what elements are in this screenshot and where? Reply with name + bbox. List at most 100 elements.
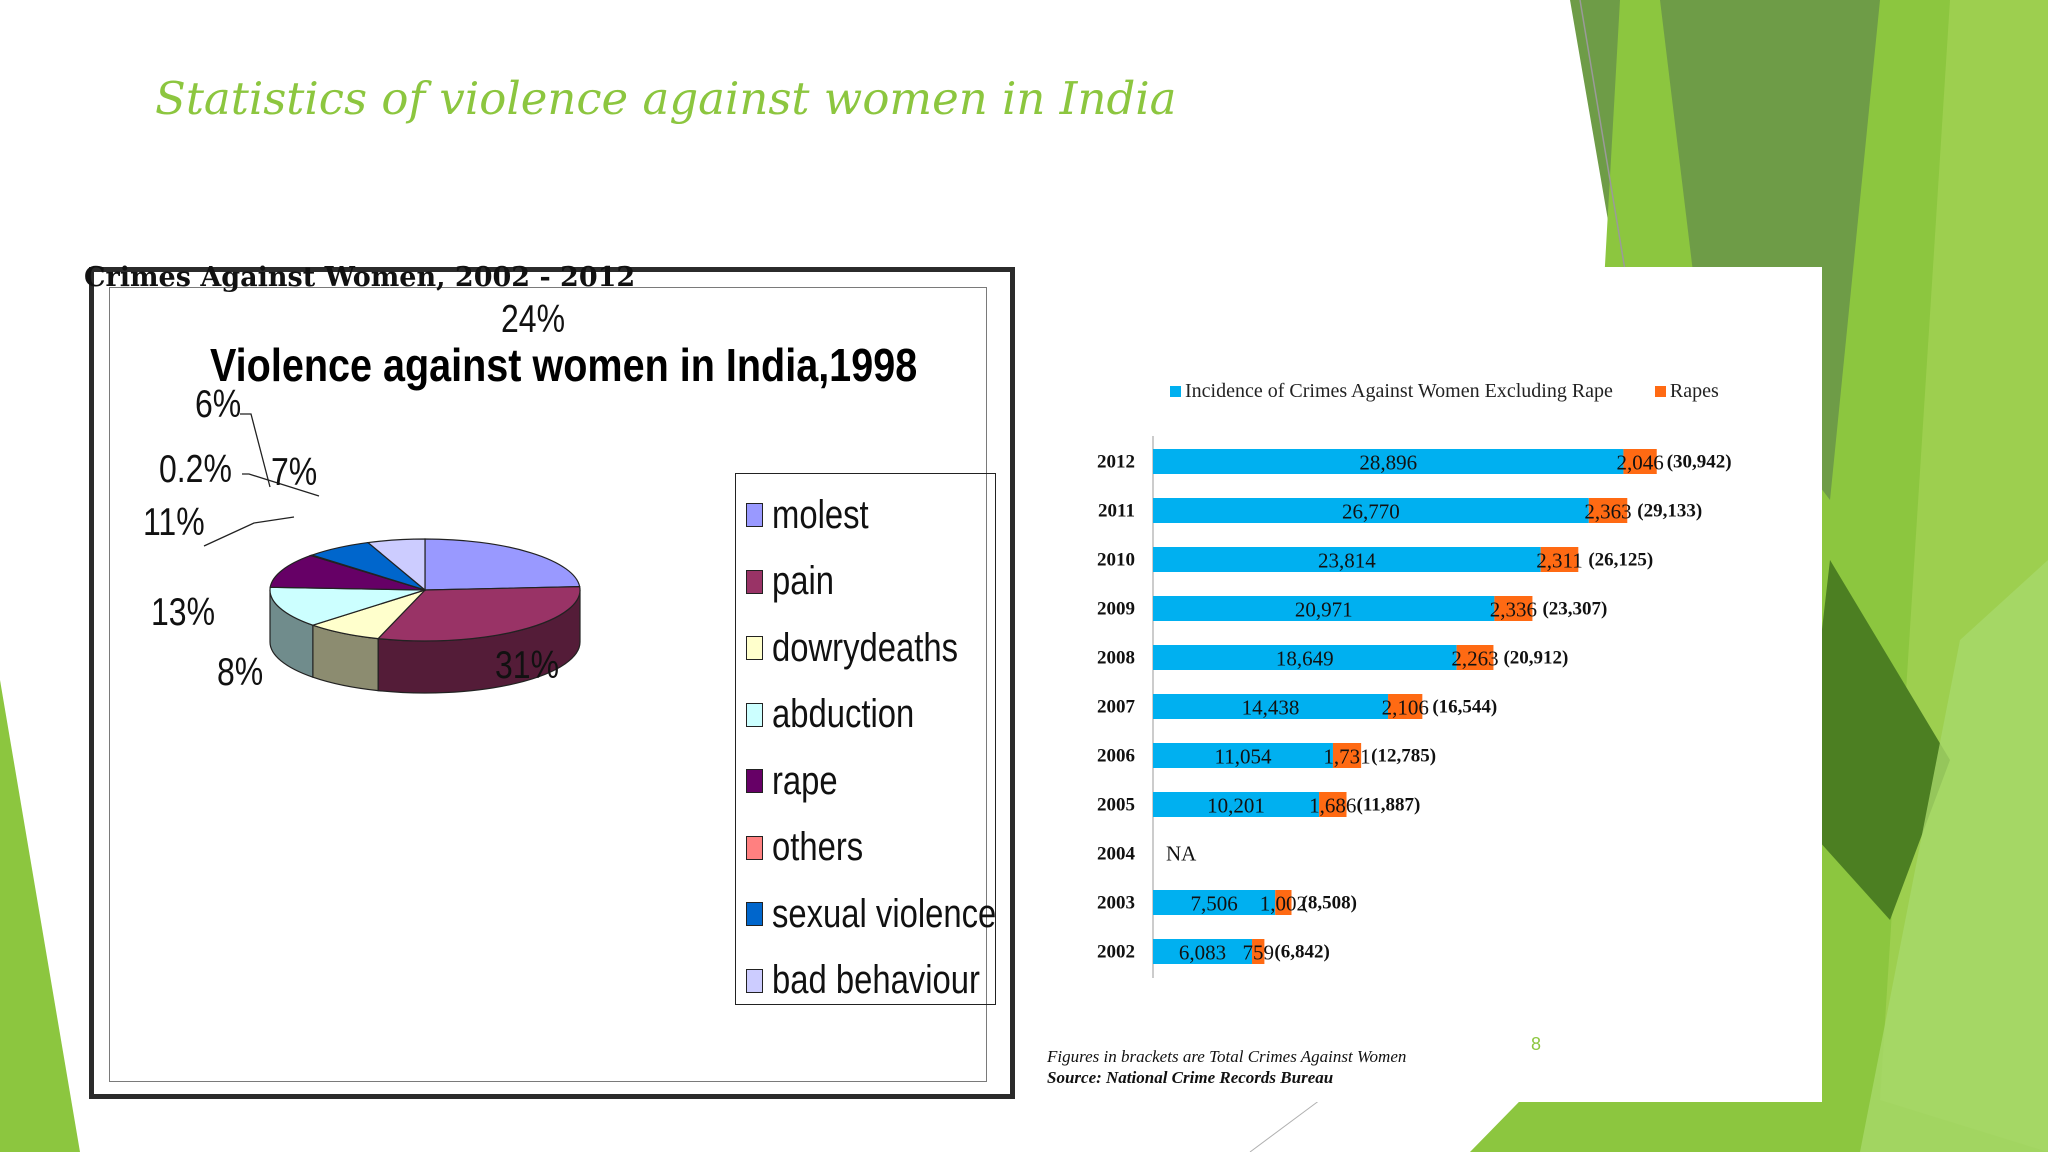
bar-missing-label: NA [1166, 842, 1197, 866]
bar-total-label: (6,842) [1274, 942, 1329, 963]
legend-swatch-rapes [1654, 386, 1666, 397]
bar-category-label: 2002 [1097, 942, 1135, 963]
bar-incidence-value: 7,506 [1190, 892, 1237, 916]
bar-incidence [1153, 547, 1541, 572]
bar-incidence [1153, 694, 1389, 719]
bar-incidence-value: 14,438 [1242, 696, 1300, 720]
pie-legend-swatch [746, 902, 763, 927]
pie-legend-item: molest [736, 482, 995, 549]
bar-rapes-value: 1,686 [1309, 794, 1356, 818]
pie-slice-abduction [269, 586, 426, 626]
bar-category-label: 2010 [1097, 550, 1135, 571]
bar-category-label: 2004 [1097, 844, 1136, 865]
pie-percent-abduction: 13% [151, 591, 216, 634]
pie-legend-item: abduction [736, 682, 995, 749]
bar-rapes [1540, 547, 1579, 572]
legend-label-rapes: Rapes [1669, 380, 1719, 402]
legend-item-incidence: Incidence of Crimes Against Women Exclud… [1170, 380, 1613, 403]
pie-legend-label: pain [772, 559, 835, 604]
bar-total-label: (30,942) [1667, 452, 1732, 473]
bar-category-label: 2012 [1097, 452, 1135, 473]
bar-rapes [1275, 890, 1292, 915]
pie-legend-label: rape [772, 758, 838, 803]
pie-slice-molest [424, 538, 581, 591]
bar-rapes [1623, 449, 1657, 474]
bar-total-label: (8,508) [1302, 893, 1357, 914]
pie-legend-label: sexual violence [772, 891, 997, 936]
bar-rapes-value: 2,263 [1451, 647, 1498, 671]
bar-total-label: (29,133) [1637, 501, 1702, 522]
pie-legend-label: others [772, 825, 864, 870]
leader-line-bad-behaviour [240, 413, 271, 488]
bar-rapes-value: 1,731 [1323, 745, 1370, 769]
bar-rapes [1319, 792, 1347, 817]
bar-rapes-value: 759 [1242, 941, 1274, 965]
pie-legend-swatch [746, 702, 763, 727]
pie-percent-sexual-violence: 7% [271, 451, 318, 494]
green-shape-right-dark [1660, 0, 1880, 500]
pie-legend-label: dowrydeaths [772, 625, 958, 670]
bar-incidence [1153, 498, 1589, 523]
bar-rapes-value: 2,311 [1536, 549, 1582, 573]
green-shape-left [0, 680, 80, 1152]
slide-title: Statistics of violence against women in … [155, 72, 1177, 125]
pie-legend-item: others [736, 815, 995, 882]
legend-label-incidence: Incidence of Crimes Against Women Exclud… [1185, 380, 1613, 402]
bar-category-label: 2009 [1097, 599, 1135, 620]
pie-legend-swatch [746, 569, 763, 594]
bar-rapes-value: 2,363 [1584, 500, 1631, 524]
legend-swatch-incidence [1170, 386, 1181, 397]
thin-deco-line [1579, 0, 1626, 271]
pie-legend-label: molest [772, 492, 869, 537]
bar-incidence-value: 20,971 [1295, 598, 1353, 622]
bar-incidence-value: 11,054 [1214, 745, 1271, 769]
bar-chart-title: Crimes Against Women, 2002 - 2012 [84, 262, 636, 293]
bar-incidence-value: 26,770 [1342, 500, 1400, 524]
pie-legend-swatch [746, 503, 763, 528]
bar-rapes [1494, 596, 1533, 621]
pie-legend-swatch [746, 636, 763, 661]
green-shape-right-deep [1800, 560, 1950, 920]
page-number: 8 [1531, 1034, 1542, 1054]
pie-legend: molest pain dowrydeaths abduction rape others… [735, 473, 996, 1005]
pie-legend-item: bad behaviour [736, 948, 995, 1015]
bar-category-label: 2008 [1097, 648, 1135, 669]
leader-line-rape [203, 516, 295, 547]
pie-legend-item: pain [736, 549, 995, 616]
bar-rapes-value: 2,046 [1616, 451, 1663, 475]
pie-chart-plot-area: Violence against women in India,1998 24%… [109, 287, 996, 1082]
pie-percent-others: 0.2% [159, 448, 232, 491]
bar-incidence [1153, 792, 1320, 817]
pie-legend-item: rape [736, 748, 995, 815]
bar-incidence-value: 28,896 [1359, 451, 1417, 475]
pie-legend-label: abduction [772, 692, 915, 737]
pie-slice-pain [376, 586, 581, 642]
bar-incidence [1153, 890, 1276, 915]
bar-total-label: (12,785) [1371, 746, 1436, 767]
pie-legend-item: dowrydeaths [736, 615, 995, 682]
pie-legend-swatch [746, 835, 763, 860]
bar-incidence [1153, 596, 1495, 621]
bar-chart-legend: Incidence of Crimes Against Women Exclud… [1170, 380, 1761, 403]
bar-incidence-value: 10,201 [1207, 794, 1265, 818]
pie-legend-item: sexual violence [736, 881, 997, 948]
bar-incidence-value: 23,814 [1318, 549, 1376, 573]
bar-rapes [1332, 743, 1362, 768]
bar-category-label: 2006 [1097, 746, 1135, 767]
pie-legend-label: bad behaviour [772, 958, 980, 1003]
bar-rapes-value: 1,002 [1260, 892, 1307, 916]
bar-incidence-value: 18,649 [1276, 647, 1334, 671]
pie-percent-bad-behaviour: 6% [195, 383, 242, 426]
bar-total-label: (20,912) [1503, 648, 1568, 669]
source-text: Source: National Crime Records Bureau [1047, 1068, 1334, 1087]
bar-total-label: (11,887) [1357, 795, 1421, 816]
bar-incidence [1153, 645, 1457, 670]
bar-category-label: 2003 [1097, 893, 1135, 914]
bar-rapes [1252, 939, 1265, 964]
bar-category-label: 2011 [1098, 501, 1135, 522]
bar-category-label: 2007 [1097, 697, 1136, 718]
leader-line-others [242, 473, 320, 497]
pie-percent-pain: 31% [495, 644, 560, 687]
pie-chart-frame: Violence against women in India,1998 24%… [89, 267, 1015, 1099]
